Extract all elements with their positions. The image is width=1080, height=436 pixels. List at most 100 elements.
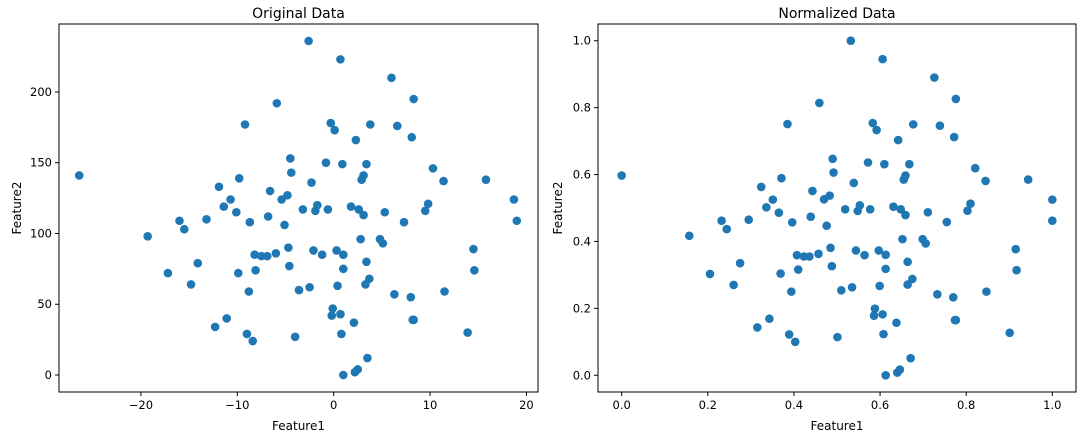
data-point <box>827 261 837 271</box>
data-point <box>286 154 295 163</box>
data-point <box>332 246 341 255</box>
data-point <box>409 94 418 104</box>
data-point <box>339 370 348 380</box>
data-point <box>399 217 409 227</box>
y-tick-label: 200 <box>30 85 52 99</box>
x-tick-label: 0.0 <box>613 398 631 412</box>
data-point <box>245 217 255 227</box>
data-point <box>409 315 418 325</box>
data-point <box>323 205 333 214</box>
y-tick-label: 0.0 <box>573 368 591 382</box>
data-point <box>855 201 865 210</box>
data-point <box>326 118 336 128</box>
data-point <box>328 304 338 313</box>
data-point <box>387 73 396 83</box>
data-point <box>469 244 478 254</box>
y-tick-label: 150 <box>30 156 52 170</box>
data-point <box>893 135 903 145</box>
data-point <box>202 215 211 224</box>
data-point <box>339 250 348 260</box>
plot-frame <box>597 23 1077 393</box>
data-point <box>407 132 417 142</box>
chart-title: Normalized Data <box>778 6 895 22</box>
data-point <box>1005 328 1014 338</box>
data-point <box>280 220 289 230</box>
data-point <box>337 329 346 339</box>
data-point <box>234 173 244 183</box>
data-point <box>509 195 519 204</box>
data-point <box>309 246 318 255</box>
data-point <box>193 258 203 268</box>
data-point <box>901 210 910 220</box>
x-tick-label: 20 <box>519 398 534 412</box>
data-point <box>330 125 339 135</box>
data-point <box>359 171 368 180</box>
data-point <box>906 353 915 363</box>
scatter-points <box>617 36 1057 380</box>
plot-frame <box>58 23 539 393</box>
data-point <box>982 287 991 296</box>
x-tick-label: 0.2 <box>699 398 717 412</box>
data-point <box>762 203 771 212</box>
y-axis: 0.0 0.2 0.4 0.6 0.8 1.0 <box>573 34 598 382</box>
data-point <box>210 322 220 332</box>
data-point <box>828 154 837 164</box>
data-point <box>219 202 229 211</box>
data-point <box>336 55 345 64</box>
data-point <box>222 314 231 323</box>
data-point <box>1048 195 1057 204</box>
data-point <box>143 232 152 241</box>
data-point <box>793 265 803 274</box>
data-point <box>365 274 374 284</box>
data-point <box>163 268 173 278</box>
x-tick-label: 1.0 <box>1043 398 1061 412</box>
data-point <box>776 269 785 278</box>
data-point <box>1023 175 1033 184</box>
y-tick-label: 0.4 <box>573 234 591 248</box>
data-point <box>390 290 399 299</box>
data-point <box>951 94 961 104</box>
data-point <box>970 163 980 173</box>
data-point <box>966 199 975 208</box>
data-point <box>240 120 250 129</box>
data-point <box>901 171 910 180</box>
data-point <box>440 287 449 296</box>
data-point <box>806 212 816 221</box>
data-point <box>290 332 300 342</box>
data-point <box>214 182 224 192</box>
data-point <box>874 246 884 255</box>
data-point <box>349 318 359 327</box>
data-point <box>875 281 884 291</box>
data-point <box>849 178 859 188</box>
data-point <box>312 200 322 210</box>
data-point <box>783 119 792 129</box>
y-axis-label: Feature2 <box>551 182 565 235</box>
data-point <box>226 195 235 204</box>
x-tick-label: −20 <box>129 398 153 412</box>
y-tick-label: 50 <box>37 297 52 311</box>
data-point <box>717 216 726 226</box>
data-point <box>705 269 715 279</box>
data-point <box>283 190 292 200</box>
data-point <box>908 274 917 284</box>
data-point <box>805 252 814 261</box>
data-point <box>851 246 861 255</box>
data-point <box>863 158 873 167</box>
data-point <box>826 243 835 253</box>
data-point <box>321 158 331 168</box>
data-point <box>333 281 342 291</box>
data-point <box>232 207 241 217</box>
data-point <box>735 258 745 268</box>
data-point <box>860 250 869 260</box>
data-point <box>242 329 252 339</box>
x-tick-label: 10 <box>423 398 438 412</box>
data-point <box>617 171 626 180</box>
data-point <box>870 304 880 313</box>
data-point <box>351 135 361 145</box>
data-point <box>833 332 842 342</box>
data-point <box>787 287 796 296</box>
data-point <box>684 231 694 241</box>
x-tick-label: −10 <box>225 398 249 412</box>
data-point <box>837 285 846 295</box>
